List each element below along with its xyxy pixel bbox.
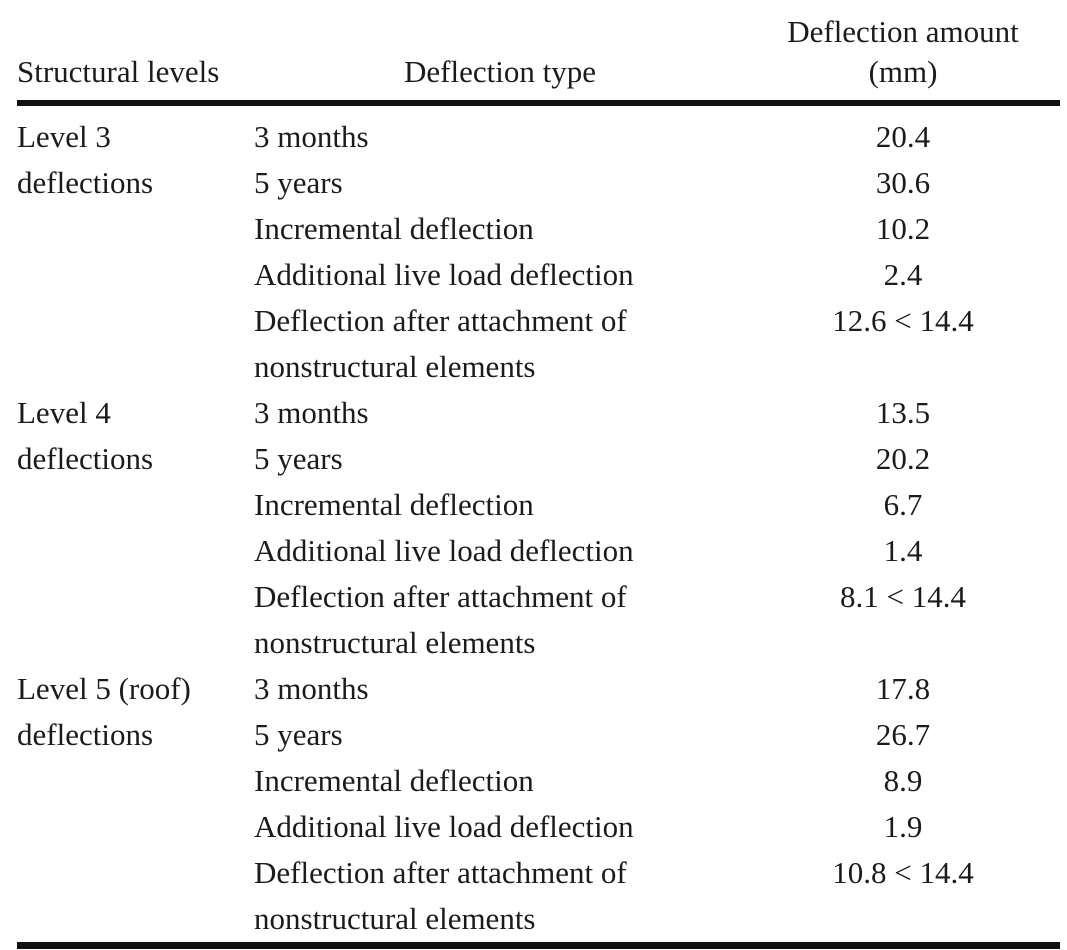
table-row: deflections 5 years 30.6 bbox=[17, 160, 1060, 206]
top-rule bbox=[17, 100, 1060, 106]
type-cell: Deflection after attachment of bbox=[254, 855, 627, 890]
value-cell: 10.2 bbox=[875, 211, 931, 246]
type-cell: 3 months bbox=[254, 395, 369, 430]
value-cell: 8.1 < 14.4 bbox=[840, 579, 966, 614]
value-cell: 10.8 < 14.4 bbox=[832, 855, 974, 890]
type-cell: Incremental deflection bbox=[254, 487, 534, 522]
section-level-4: Level 4 3 months 13.5 deflections 5 year… bbox=[17, 390, 1060, 666]
table-row: deflections 5 years 26.7 bbox=[17, 712, 1060, 758]
table-row: Deflection after attachment of 10.8 < 14… bbox=[17, 850, 1060, 896]
table-row: Incremental deflection 6.7 bbox=[17, 482, 1060, 528]
section-level-5-roof: Level 5 (roof) 3 months 17.8 deflections… bbox=[17, 666, 1060, 942]
type-cell: 5 years bbox=[254, 717, 343, 752]
table-row: Level 3 3 months 20.4 bbox=[17, 114, 1060, 160]
table-row: Level 4 3 months 13.5 bbox=[17, 390, 1060, 436]
table-header: Structural levels Deflection type Deflec… bbox=[17, 0, 1060, 100]
bottom-rule bbox=[17, 942, 1060, 949]
deflection-table: Structural levels Deflection type Deflec… bbox=[17, 0, 1060, 949]
level-cell: Level 3 bbox=[17, 119, 111, 154]
type-cell: Incremental deflection bbox=[254, 211, 534, 246]
value-cell: 1.4 bbox=[883, 533, 923, 568]
level-cell: Level 5 (roof) bbox=[17, 671, 191, 706]
header-deflection-amount-line1: Deflection amount bbox=[787, 14, 1019, 49]
type-cell: nonstructural elements bbox=[254, 901, 536, 936]
value-cell: 8.9 bbox=[883, 763, 923, 798]
type-cell: Additional live load deflection bbox=[254, 809, 634, 844]
level-cell: deflections bbox=[17, 165, 154, 200]
header-deflection-type: Deflection type bbox=[404, 54, 596, 89]
value-cell: 20.4 bbox=[875, 119, 931, 154]
value-cell: 2.4 bbox=[883, 257, 923, 292]
header-deflection-amount-line2: (mm) bbox=[868, 54, 938, 89]
type-cell: Additional live load deflection bbox=[254, 257, 634, 292]
table-row: Additional live load deflection 2.4 bbox=[17, 252, 1060, 298]
type-cell: Additional live load deflection bbox=[254, 533, 634, 568]
header-deflection-amount: Deflection amount (mm) bbox=[746, 12, 1060, 92]
type-cell: 5 years bbox=[254, 441, 343, 476]
type-cell: nonstructural elements bbox=[254, 625, 536, 660]
type-cell: 3 months bbox=[254, 671, 369, 706]
type-cell: nonstructural elements bbox=[254, 349, 536, 384]
value-cell: 26.7 bbox=[875, 717, 931, 752]
value-cell: 12.6 < 14.4 bbox=[832, 303, 974, 338]
value-cell: 20.2 bbox=[875, 441, 931, 476]
level-cell: deflections bbox=[17, 441, 154, 476]
table-row: nonstructural elements bbox=[17, 344, 1060, 390]
type-cell: Incremental deflection bbox=[254, 763, 534, 798]
value-cell: 13.5 bbox=[875, 395, 931, 430]
table-row: Deflection after attachment of 8.1 < 14.… bbox=[17, 574, 1060, 620]
type-cell: 3 months bbox=[254, 119, 369, 154]
table-body: Level 3 3 months 20.4 deflections 5 year… bbox=[17, 106, 1060, 942]
table-row: nonstructural elements bbox=[17, 620, 1060, 666]
table-row: nonstructural elements bbox=[17, 896, 1060, 942]
value-cell: 17.8 bbox=[875, 671, 931, 706]
type-cell: Deflection after attachment of bbox=[254, 579, 627, 614]
type-cell: 5 years bbox=[254, 165, 343, 200]
value-cell: 1.9 bbox=[883, 809, 923, 844]
header-structural-levels: Structural levels bbox=[17, 54, 220, 89]
value-cell: 6.7 bbox=[883, 487, 923, 522]
table-row: Level 5 (roof) 3 months 17.8 bbox=[17, 666, 1060, 712]
table-row: Additional live load deflection 1.4 bbox=[17, 528, 1060, 574]
table-row: Additional live load deflection 1.9 bbox=[17, 804, 1060, 850]
level-cell: deflections bbox=[17, 717, 154, 752]
table-row: Incremental deflection 10.2 bbox=[17, 206, 1060, 252]
type-cell: Deflection after attachment of bbox=[254, 303, 627, 338]
table-row: Deflection after attachment of 12.6 < 14… bbox=[17, 298, 1060, 344]
table-row: Incremental deflection 8.9 bbox=[17, 758, 1060, 804]
value-cell: 30.6 bbox=[875, 165, 931, 200]
table-row: deflections 5 years 20.2 bbox=[17, 436, 1060, 482]
section-level-3: Level 3 3 months 20.4 deflections 5 year… bbox=[17, 114, 1060, 390]
level-cell: Level 4 bbox=[17, 395, 111, 430]
